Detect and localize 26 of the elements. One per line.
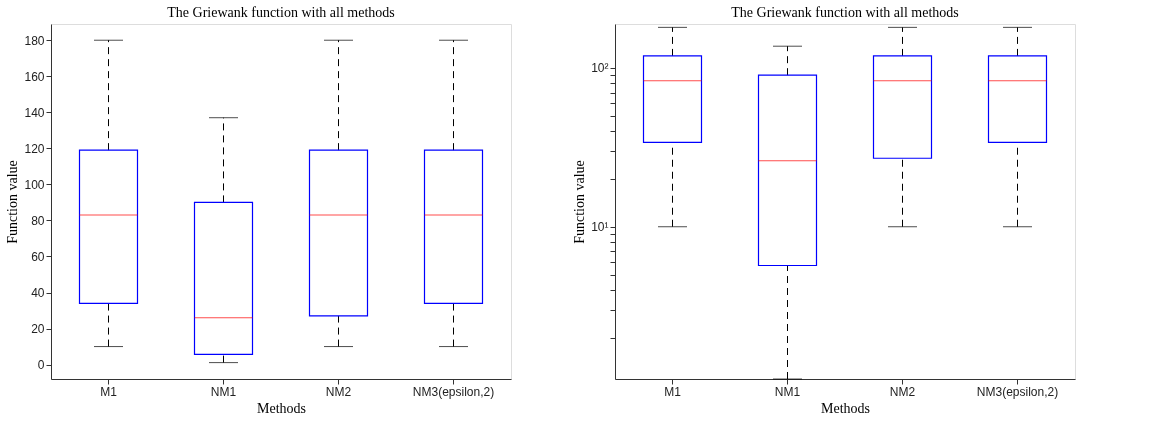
y-axis-title: Function value	[5, 160, 21, 244]
x-tick-label: NM2	[325, 384, 352, 399]
x-tick-label: NM1	[210, 384, 237, 399]
chart-title: The Griewank function with all methods	[731, 5, 959, 20]
y-tick-label: 0	[37, 358, 45, 373]
x-tick-label: NM2	[889, 384, 916, 399]
chart-title: The Griewank function with all methods	[167, 5, 395, 20]
y-tick-label: 20	[31, 322, 45, 337]
y-axis-title: Function value	[572, 160, 588, 244]
x-tick-label: M1	[100, 384, 118, 399]
x-tick-label: NM3(epsilon,2)	[976, 384, 1059, 399]
x-axis-title: Methods	[821, 400, 870, 416]
y-tick-label: 180	[24, 33, 45, 48]
y-tick-label: 10²	[591, 61, 609, 76]
y-tick-label: 140	[24, 105, 45, 120]
y-tick-label: 60	[31, 249, 45, 264]
x-tick-label: M1	[664, 384, 682, 399]
y-tick-label: 40	[31, 286, 45, 300]
x-axis-title: Methods	[257, 400, 306, 416]
x-tick-label: NM1	[774, 384, 801, 399]
y-tick-label: 160	[24, 69, 45, 84]
y-tick-label: 100	[24, 177, 45, 192]
y-tick-label: 80	[31, 213, 45, 228]
y-tick-label: 120	[24, 141, 45, 156]
y-tick-label: 10¹	[591, 220, 609, 235]
x-tick-label: NM3(epsilon,2)	[412, 384, 495, 399]
